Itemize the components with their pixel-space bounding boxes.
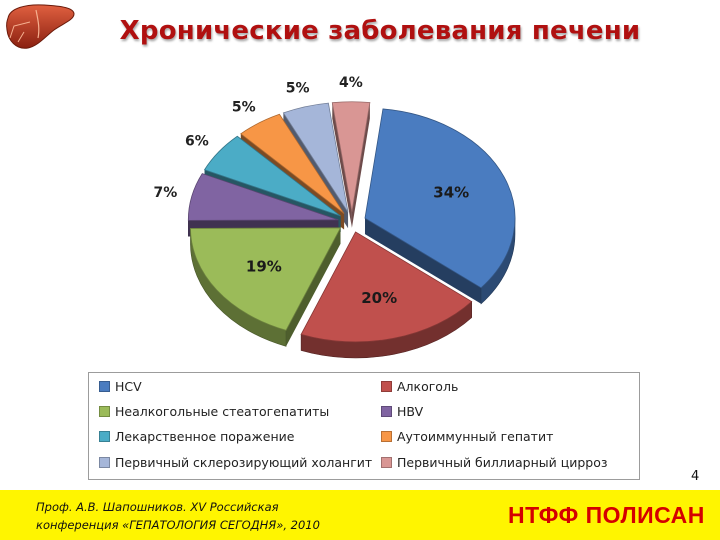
footer-citation-line2: конференция «ГЕПАТОЛОГИЯ СЕГОДНЯ», 2010 — [36, 518, 320, 532]
pie-data-label: 5% — [286, 81, 310, 97]
footer-citation: Проф. А.В. Шапошников. XV Российская кон… — [36, 498, 356, 534]
legend-label: Первичный склерозирующий холангит — [115, 455, 373, 470]
pie-slice-5 — [203, 135, 341, 217]
pie-data-label: 4% — [339, 75, 363, 91]
pie-data-label: 5% — [232, 100, 256, 116]
legend-swatch — [381, 381, 392, 392]
pie-slice-2 — [300, 231, 473, 343]
footer-bar: Проф. А.В. Шапошников. XV Российская кон… — [0, 490, 720, 540]
legend-swatch — [99, 406, 110, 417]
legend-item: Первичный биллиарный цирроз — [381, 455, 608, 470]
pie-slice-wall — [364, 218, 482, 304]
legend-item: Лекарственное поражение — [99, 429, 294, 444]
pie-slice-7 — [282, 102, 349, 213]
legend-label: Лекарственное поражение — [115, 429, 295, 444]
legend-swatch — [381, 431, 392, 442]
legend-swatch — [99, 457, 110, 468]
legend-label: Алкоголь — [397, 379, 459, 394]
legend-label: HCV — [115, 379, 142, 394]
legend-swatch — [99, 431, 110, 442]
legend-swatch — [381, 457, 392, 468]
legend-item: Первичный склерозирующий холангит — [99, 455, 372, 470]
pie-data-label: 19% — [246, 257, 282, 275]
footer-citation-line1: Проф. А.В. Шапошников. XV Российская — [36, 500, 279, 514]
pie-data-label: 7% — [153, 185, 177, 201]
legend-item: HBV — [381, 404, 423, 419]
pie-data-label: 6% — [185, 133, 209, 149]
legend-label: HBV — [397, 404, 424, 419]
pie-slice-6 — [240, 113, 345, 214]
slide-title: Хронические заболевания печени — [119, 16, 641, 46]
pie-slice-wall — [351, 102, 370, 228]
legend-label: Неалкогольные стеатогепатиты — [115, 404, 330, 419]
legend-item: HCV — [99, 379, 142, 394]
legend-item: Неалкогольные стеатогепатиты — [99, 404, 329, 419]
pie-slice-wall — [332, 102, 352, 228]
pie-data-label: 20% — [361, 289, 397, 307]
legend-swatch — [99, 381, 110, 392]
pie-slice-wall — [286, 227, 341, 347]
page-number: 4 — [691, 469, 700, 484]
legend-item: Аутоиммунный гепатит — [381, 429, 553, 444]
pie-slice-4 — [187, 173, 339, 221]
chart-legend: HCV Алкоголь Неалкогольные стеатогепатиты H… — [88, 372, 640, 480]
pie-slice-8 — [331, 101, 371, 212]
pie-slice-3 — [190, 227, 342, 331]
legend-item: Алкоголь — [381, 379, 458, 394]
footer-brand: НТФФ ПОЛИСАН — [508, 502, 705, 528]
legend-label: Первичный биллиарный цирроз — [397, 455, 608, 470]
pie-slice-1 — [364, 108, 516, 289]
legend-swatch — [381, 406, 392, 417]
pie-chart: 34% 20% 19% 7% 6% 5% 5% 4% — [153, 75, 516, 359]
pie-data-label: 34% — [433, 184, 469, 202]
legend-label: Аутоиммунный гепатит — [397, 429, 554, 444]
liver-icon — [6, 4, 75, 49]
liver-logo — [4, 2, 76, 52]
